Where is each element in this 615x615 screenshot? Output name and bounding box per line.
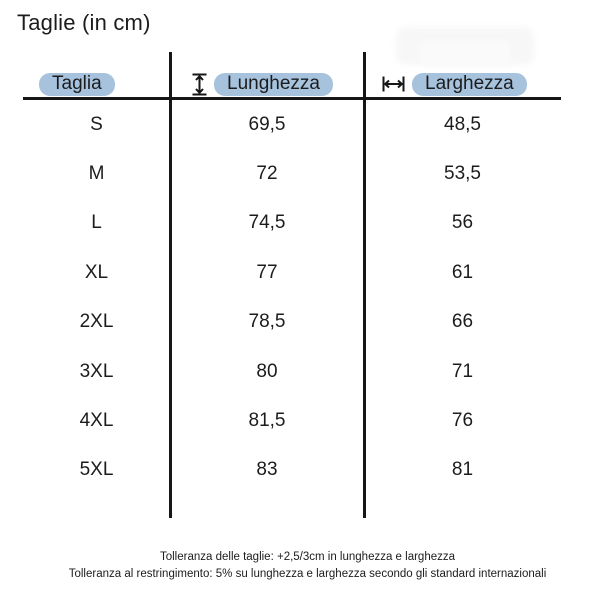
cell-width: 48,5 [444,113,481,135]
cell-size: 5XL [79,459,114,481]
cell-size: 4XL [79,410,114,432]
column-header-larghezza: Larghezza [382,72,527,96]
header-pill: Taglia [39,72,115,96]
table-row: M 72 53,5 [23,149,561,198]
cell-length: 72 [256,163,278,185]
header-underline [23,97,561,100]
cell-width: 61 [451,261,474,283]
cell-width: 53,5 [444,163,481,185]
table-row: 4XL 81,5 76 [23,396,561,445]
cell-length: 74,5 [248,212,286,234]
tolerance-notes: Tolleranza delle taglie: +2,5/3cm in lun… [0,549,615,582]
cell-length: 78,5 [248,311,286,333]
cell-length: 81,5 [248,410,286,432]
page-title: Taglie (in cm) [17,10,151,35]
cell-width: 66 [451,311,474,333]
vertical-measure-icon [192,73,207,96]
table-row: S 69,5 48,5 [23,100,561,149]
table-row: L 74,5 56 [23,199,561,248]
cell-width: 71 [451,360,474,382]
cell-size: 2XL [79,311,114,333]
horizontal-measure-icon [382,76,405,92]
column-header-lunghezza: Lunghezza [192,72,333,96]
column-divider [363,52,366,518]
table-row: 3XL 80 71 [23,347,561,396]
header-pill: Larghezza [412,72,527,96]
cell-length: 83 [256,459,278,481]
cell-length: 69,5 [248,113,286,135]
cell-width: 76 [451,410,474,432]
tolerance-note-line2: Tolleranza al restringimento: 5% su lung… [68,567,547,580]
watermark-smudge [420,40,510,66]
cell-size: 3XL [79,360,114,382]
table-row: 5XL 83 81 [23,446,561,495]
size-table-body: S 69,5 48,5 M 72 53,5 L 74,5 56 XL 77 61… [23,100,561,495]
cell-length: 77 [256,261,278,283]
cell-length: 80 [256,360,278,382]
cell-width: 56 [451,212,474,234]
cell-size: L [91,212,102,234]
cell-size: M [88,163,105,185]
tolerance-note-line1: Tolleranza delle taglie: +2,5/3cm in lun… [159,551,456,563]
table-row: 2XL 78,5 66 [23,298,561,347]
cell-width: 81 [451,459,474,481]
cell-size: S [90,113,103,135]
cell-size: XL [84,261,109,283]
table-row: XL 77 61 [23,248,561,297]
column-divider [169,52,172,518]
column-header-taglia: Taglia [39,72,115,96]
header-pill: Lunghezza [214,72,333,96]
